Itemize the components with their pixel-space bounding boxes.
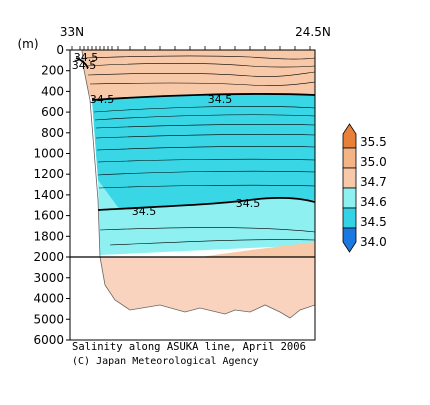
contour-label: 34.5 bbox=[132, 205, 157, 218]
y-tick-label: 200 bbox=[41, 64, 64, 78]
colorbar-tick-label: 34.7 bbox=[360, 175, 387, 189]
y-tick-label: 1800 bbox=[33, 229, 64, 243]
colorbar-tick-label: 34.5 bbox=[360, 215, 387, 229]
contour-line bbox=[97, 158, 316, 163]
contour-label: 34.5 bbox=[74, 51, 99, 64]
colorbar-tick-label: 35.0 bbox=[360, 155, 387, 169]
colorbar-segment bbox=[342, 187, 357, 209]
contour-line bbox=[98, 184, 316, 189]
y-axis: (m) 0 200 400 600 800 1000 1200 1400 1600 1800 2000… bbox=[17, 37, 70, 347]
contour-line bbox=[85, 63, 316, 68]
y-tick-label: 800 bbox=[41, 126, 64, 140]
colorbar-segment bbox=[342, 227, 357, 253]
contour-lines bbox=[75, 55, 316, 246]
contour-line bbox=[95, 124, 316, 129]
colorbar-segment bbox=[342, 167, 357, 189]
upper-section bbox=[70, 50, 315, 257]
chart-credit: (C) Japan Meteorological Agency bbox=[72, 356, 259, 367]
contour-34-5-upper bbox=[91, 93, 316, 101]
contour-34-5-lower bbox=[97, 196, 316, 211]
contour-line bbox=[109, 239, 316, 246]
contour-line bbox=[93, 106, 316, 113]
contour-line bbox=[99, 227, 316, 233]
x-end-label: 24.5N bbox=[295, 25, 331, 39]
y-tick-label: 400 bbox=[41, 84, 64, 98]
contour-label: 34.5 bbox=[236, 197, 261, 210]
y-tick-label: 3000 bbox=[33, 271, 64, 285]
colorbar-segment bbox=[342, 207, 357, 229]
contour-34-5-surface bbox=[75, 57, 89, 69]
colorbar-segment bbox=[342, 123, 357, 149]
lower-section bbox=[70, 257, 315, 340]
colorbar-tick-label: 34.6 bbox=[360, 195, 387, 209]
x-axis: 33N 24.5N bbox=[60, 25, 331, 50]
contour-label: 34.5 bbox=[90, 93, 115, 106]
colorbar-segment bbox=[342, 147, 357, 169]
deep-water-region bbox=[100, 257, 315, 318]
colorbar-tick-label: 35.5 bbox=[360, 135, 387, 149]
y-tick-label: 1600 bbox=[33, 209, 64, 223]
colorbar: 35.5 35.0 34.7 34.6 34.5 34.0 bbox=[342, 123, 387, 253]
contour-label: 34.5 bbox=[208, 93, 233, 106]
contour-line bbox=[84, 55, 316, 60]
y-tick-label: 1200 bbox=[33, 167, 64, 181]
y-axis-label: (m) bbox=[17, 37, 38, 51]
deep-salty-wedge bbox=[200, 242, 315, 257]
contour-line bbox=[89, 81, 316, 86]
x-start-label: 33N bbox=[60, 25, 84, 39]
contour-labels: 34.534.534.5 34.534.534.5 bbox=[72, 51, 261, 218]
y-tick-label: 600 bbox=[41, 105, 64, 119]
surface-salty-layer bbox=[70, 50, 315, 100]
seafloor-outline bbox=[99, 257, 315, 319]
y-tick-label: 2000 bbox=[33, 250, 64, 264]
colorbar-tick-label: 34.0 bbox=[360, 235, 387, 249]
y-tick-label: 1400 bbox=[33, 188, 64, 202]
y-tick-label: 1000 bbox=[33, 147, 64, 161]
fresh-core-region bbox=[92, 93, 315, 210]
contour-line bbox=[94, 114, 316, 121]
contour-line bbox=[87, 71, 316, 77]
y-tick-label: 0 bbox=[56, 43, 64, 57]
contour-line bbox=[96, 146, 316, 151]
contour-label: 34.5 bbox=[72, 59, 97, 72]
y-tick-label: 6000 bbox=[33, 333, 64, 347]
continental-slope bbox=[70, 50, 100, 257]
contour-line bbox=[97, 170, 316, 176]
chart-title: Salinity along ASUKA line, April 2006 bbox=[72, 341, 306, 353]
y-tick-label: 4000 bbox=[33, 292, 64, 306]
y-tick-label: 5000 bbox=[33, 312, 64, 326]
contour-line bbox=[95, 134, 316, 139]
